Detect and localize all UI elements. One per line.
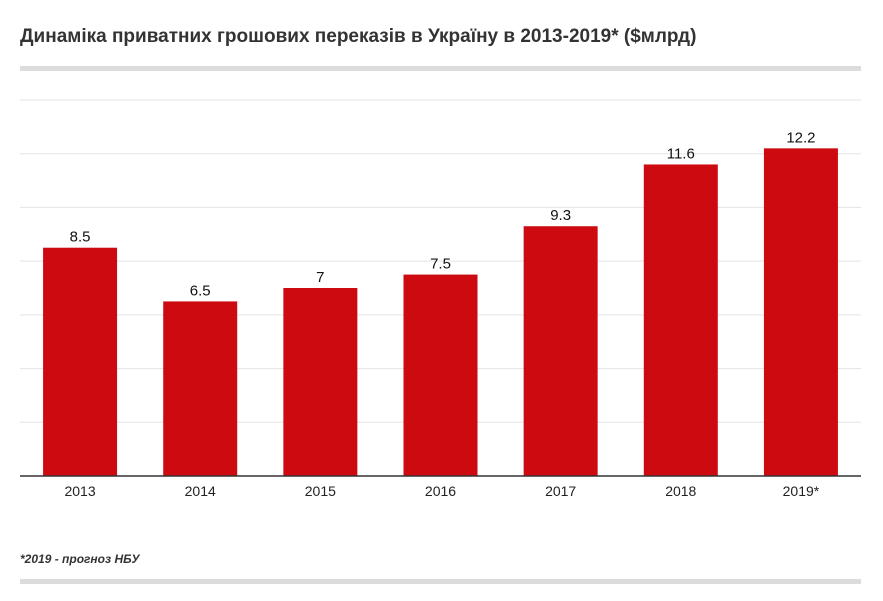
title-divider — [20, 66, 861, 71]
value-label: 9.3 — [550, 207, 571, 224]
x-tick-label: 2019* — [783, 483, 820, 499]
bar-2015 — [283, 288, 358, 476]
x-tick-label: 2013 — [64, 483, 95, 499]
bar-2018 — [643, 164, 718, 476]
x-tick-label: 2018 — [665, 483, 696, 499]
value-label: 7.5 — [430, 256, 451, 273]
x-tick-label: 2017 — [545, 483, 576, 499]
value-label: 12.2 — [786, 129, 815, 146]
bar-2017 — [523, 226, 598, 476]
x-tick-label: 2015 — [305, 483, 336, 499]
footer-divider — [20, 579, 861, 584]
bar-2016 — [403, 274, 478, 476]
x-tick-label: 2016 — [425, 483, 456, 499]
bar-2013 — [43, 247, 118, 476]
chart-title: Динаміка приватних грошових переказів в … — [20, 26, 697, 47]
bar-2014 — [163, 301, 238, 476]
x-tick-label: 2014 — [185, 483, 216, 499]
footnote: *2019 - прогноз НБУ — [20, 552, 140, 566]
x-tick-labels: 2013 2014 2015 2016 2017 2018 2019* — [64, 483, 819, 499]
bar-2019* — [763, 148, 838, 477]
value-label: 11.6 — [667, 145, 695, 162]
value-labels: 8.5 6.5 7 7.5 9.3 11.6 12.2 — [70, 129, 816, 299]
bars — [43, 148, 838, 477]
value-label: 7 — [316, 269, 324, 286]
value-label: 8.5 — [70, 229, 91, 246]
value-label: 6.5 — [190, 282, 211, 299]
